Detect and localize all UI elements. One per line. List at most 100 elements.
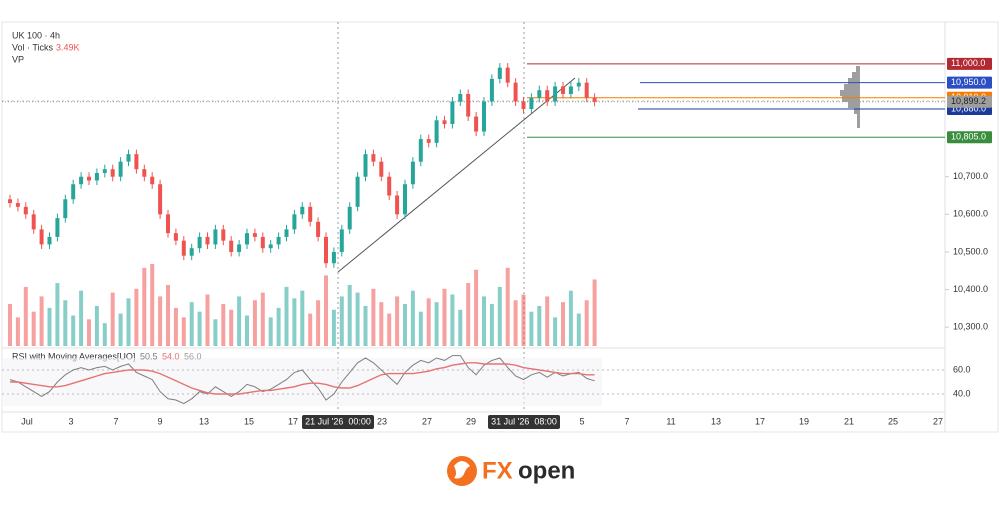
candle-body	[561, 86, 565, 94]
x-tick-label: Jul	[21, 416, 33, 426]
level-label-box	[947, 57, 992, 70]
x-tick-label: 17	[755, 416, 765, 426]
candle-body	[300, 206, 305, 215]
volume-profile	[840, 66, 860, 128]
volume-bar	[371, 288, 376, 346]
volume-bar	[158, 296, 163, 346]
volume-bar	[474, 269, 479, 346]
x-tick-label: 5	[579, 416, 584, 426]
candle-body	[150, 176, 155, 185]
volume-bar	[553, 317, 558, 346]
volume-bar	[529, 311, 534, 346]
candle-body	[450, 101, 455, 125]
candle-body	[260, 236, 265, 249]
candle-body	[505, 67, 510, 83]
candle-body	[63, 199, 68, 219]
volume-bar	[8, 304, 12, 346]
volume-bar	[403, 304, 407, 346]
y-tick-label: 10,600.0	[953, 209, 988, 219]
volume-bar	[63, 300, 68, 346]
volume-bar	[497, 286, 502, 346]
candle-body	[229, 240, 234, 252]
x-tick-label: 27	[933, 416, 943, 426]
volume-bar	[545, 296, 550, 346]
volume-value: 3.49K	[56, 42, 80, 52]
candle-body	[181, 240, 186, 256]
candle-body	[371, 154, 376, 162]
volume-bar	[347, 284, 352, 346]
candle-body	[489, 78, 494, 102]
last-price-box	[947, 95, 992, 108]
x-tick-label: 27	[422, 416, 432, 426]
x-tick-label: 19	[799, 416, 809, 426]
candle-body	[387, 176, 392, 196]
x-tick-label: 17	[288, 416, 298, 426]
x-tick-label: 21	[844, 416, 854, 426]
x-tick-label: 11	[666, 416, 675, 426]
candle-body	[324, 236, 328, 264]
volume-bar	[568, 290, 573, 346]
candle-body	[205, 236, 210, 245]
rsi-tick-label: 60.0	[953, 364, 971, 374]
candle-body	[576, 82, 581, 87]
candle-body	[426, 139, 431, 143]
volume-bar	[395, 296, 400, 346]
x-tick-label: 25	[888, 416, 898, 426]
candle-body	[521, 101, 526, 109]
rsi-title: RSI with Moving Averages[UO]	[12, 351, 135, 361]
candle-body	[308, 206, 313, 222]
logo-icon-detail	[454, 461, 470, 479]
volume-bar	[110, 292, 115, 346]
volume-bar	[181, 317, 186, 346]
level-label: 10,805.0	[951, 132, 986, 142]
level-label: 11,000.0	[951, 58, 985, 68]
volume-bar	[276, 307, 281, 346]
candle-body	[513, 82, 518, 102]
volume-bar	[284, 286, 289, 346]
candle-body	[237, 244, 242, 252]
level-label: 10,880.0	[951, 103, 986, 113]
volume-bar	[166, 284, 170, 346]
x-tick-label: 29	[466, 416, 476, 426]
volume-bar	[489, 304, 494, 346]
candle-body	[276, 236, 281, 245]
rsi-value-label: 50.5	[140, 351, 158, 361]
trend-line	[337, 77, 576, 273]
rsi-value-label: 56.0	[184, 351, 202, 361]
rsi-band	[2, 358, 602, 406]
candle-body	[245, 233, 249, 245]
candle-body	[418, 139, 423, 162]
volume-bar	[260, 292, 265, 346]
volume-bar	[213, 319, 218, 346]
y-tick-label: 10,300.0	[953, 322, 988, 332]
candle-body	[23, 206, 28, 215]
candle-body	[355, 176, 360, 207]
vp-title: VP	[12, 54, 24, 64]
candle-body	[126, 154, 131, 162]
volume-bar	[268, 317, 273, 346]
volume-bar	[71, 315, 76, 346]
x-tick-label: 9	[157, 416, 162, 426]
x-tick-label: 7	[624, 416, 629, 426]
volume-bar	[197, 311, 202, 346]
volume-bar	[482, 296, 486, 346]
candle-body	[545, 90, 550, 102]
volume-bar	[592, 279, 597, 346]
candle-body	[102, 169, 107, 173]
volume-bar	[513, 300, 518, 346]
rsi-value-label: 54.0	[162, 351, 180, 361]
crosshair-label: 21 Jul '26 00:00	[305, 416, 371, 426]
candle-body	[15, 203, 20, 207]
volume-bar	[229, 309, 234, 346]
volume-bar	[458, 309, 463, 346]
volume-bar	[142, 267, 147, 346]
candle-body	[347, 206, 352, 230]
candle-body	[71, 184, 76, 200]
volume-bar	[379, 302, 384, 346]
x-tick-label: 13	[199, 416, 209, 426]
candle-body	[252, 233, 257, 237]
candle-body	[339, 229, 344, 252]
volume-bar	[466, 283, 471, 346]
